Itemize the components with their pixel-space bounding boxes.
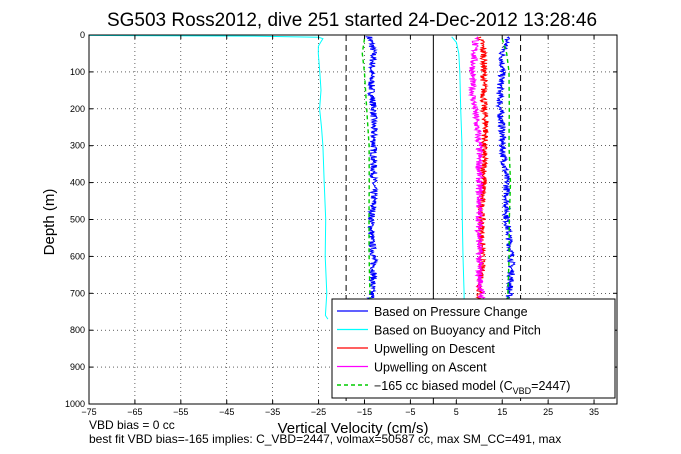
x-tick-label: −45 [219,407,234,417]
x-tick-label: −25 [311,407,326,417]
legend-entry-label: Upwelling on Ascent [374,361,487,375]
best-fit-note: best fit VBD bias=-165 implies: C_VBD=24… [89,432,562,446]
y-tick-label: 500 [70,215,85,225]
y-tick-label: 900 [70,362,85,372]
y-tick-label: 600 [70,251,85,261]
series-line-0 [365,36,379,301]
x-tick-label: 25 [543,407,553,417]
y-tick-label: 300 [70,141,85,151]
x-tick-label: −5 [405,407,415,417]
y-tick-label: 200 [70,104,85,114]
y-tick-label: 400 [70,178,85,188]
series-line-5 [467,36,486,301]
legend-box [331,298,616,399]
x-tick-label: −75 [81,407,96,417]
legend-entry-label: Upwelling on Descent [374,342,495,356]
y-tick-label: 800 [70,325,85,335]
vbd-bias-note: VBD bias = 0 cc [89,418,175,432]
tick-labels: −75 −65 −55 −45 −35 −25 −15 −5 5 15 25 350100200300… [65,30,617,417]
x-tick-label: −65 [127,407,142,417]
y-tick-label: 100 [70,67,85,77]
x-tick-label: −15 [357,407,372,417]
series-line-1 [495,36,516,301]
x-tick-label: −55 [173,407,188,417]
legend: Based on Pressure Change Based on Buoyanc… [331,298,616,399]
series-line-6 [361,38,371,301]
legend-entry-label: Based on Buoyancy and Pitch [374,324,541,338]
y-tick-label: 0 [80,30,85,40]
y-tick-label: 700 [70,288,85,298]
x-tick-label: 15 [497,407,507,417]
x-tick-label: −35 [265,407,280,417]
x-axis-label: Vertical Velocity (cm/s) [278,420,429,437]
x-tick-label: 35 [589,407,599,417]
series-line-2 [89,35,329,320]
chart-title: SG503 Ross2012, dive 251 started 24-Dec-… [107,10,597,31]
y-tick-label: 1000 [65,399,85,409]
y-axis-label: Depth (m) [41,189,58,256]
x-tick-label: 5 [454,407,459,417]
legend-entry-label: Based on Pressure Change [374,305,528,319]
series-line-7 [501,38,512,301]
series-line-3 [451,36,465,301]
